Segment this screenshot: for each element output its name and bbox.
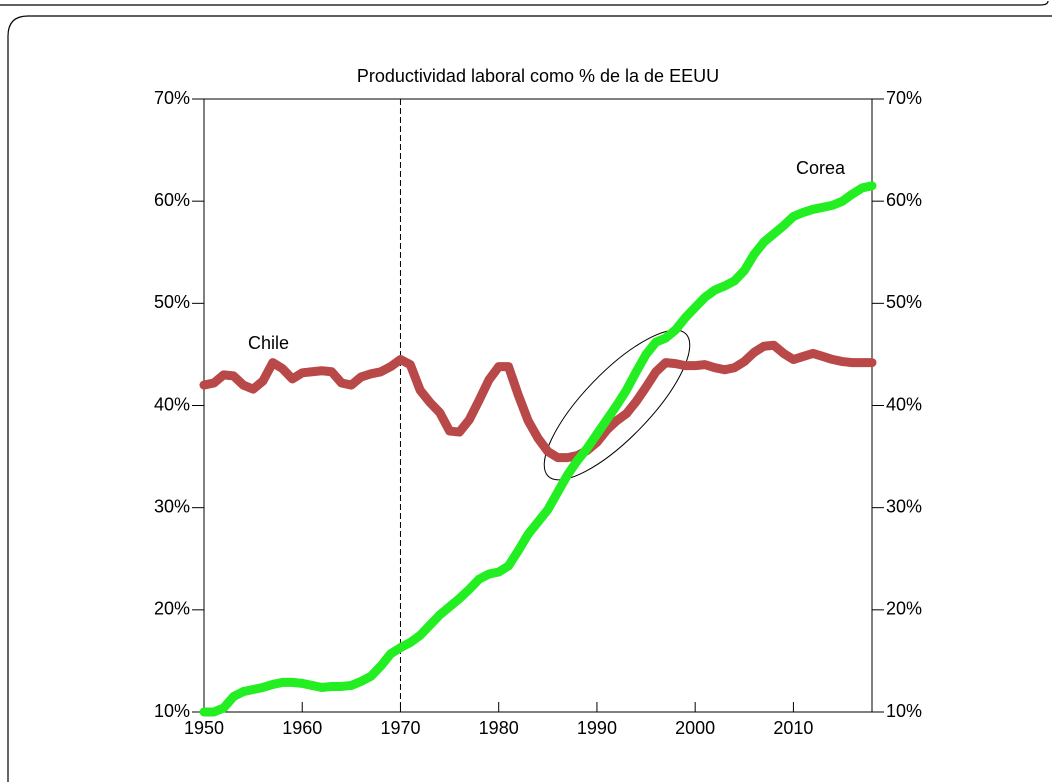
x-tick-label: 2000 [675,718,715,738]
panel-edge [0,0,1049,6]
y-tick-label: 30% [154,496,190,516]
x-tick-label: 1960 [282,718,322,738]
y-tick-label: 50% [154,292,190,312]
y-tick-label: 10% [154,701,190,721]
y2-tick-label: 50% [886,292,922,312]
y-tick-label: 20% [154,599,190,619]
y2-tick-label: 60% [886,190,922,210]
highlight-ellipse [543,329,691,481]
panel-frame [7,15,1052,782]
series-label: Corea [796,158,846,178]
y2-tick-label: 30% [886,496,922,516]
plot-frame [203,98,873,713]
x-tick-label: 2010 [773,718,813,738]
y-tick-label: 70% [154,88,190,108]
x-tick-label: 1950 [184,718,224,738]
y-tick-label: 60% [154,190,190,210]
series-line [199,181,877,717]
x-tick-label: 1980 [479,718,519,738]
series-line [199,340,877,463]
chart-title: Productividad laboral como % de la de EE… [357,66,719,86]
x-tick-label: 1990 [577,718,617,738]
y2-tick-label: 40% [886,394,922,414]
y2-tick-label: 10% [886,701,922,721]
y2-tick-label: 70% [886,88,922,108]
y-tick-label: 40% [154,394,190,414]
x-tick-label: 1970 [380,718,420,738]
series-label: Chile [248,333,289,353]
y2-tick-label: 20% [886,599,922,619]
